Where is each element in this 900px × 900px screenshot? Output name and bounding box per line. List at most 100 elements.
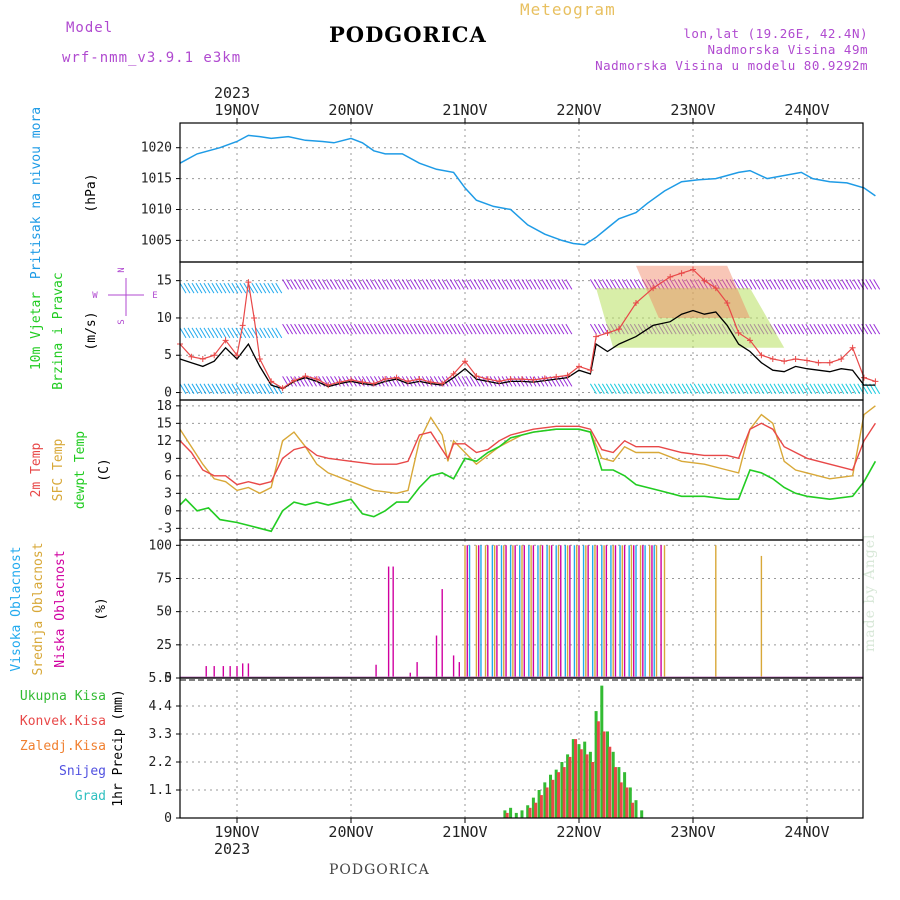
precip-bar-total	[634, 800, 638, 818]
wind-barb	[191, 383, 199, 395]
wind-barb	[445, 376, 453, 387]
precip-bar-total	[611, 751, 615, 818]
wind-barb	[433, 279, 441, 290]
wind-barb	[306, 279, 313, 290]
compass-cross	[108, 278, 144, 316]
wind-barb	[773, 323, 781, 335]
wind-barb-band	[179, 383, 283, 395]
wind-barb	[401, 279, 409, 290]
wind-gust-marker	[450, 370, 457, 377]
y-tick-label: 5	[164, 348, 172, 363]
model-elevation-label: Nadmorska Visina u modelu 80.9292m	[595, 58, 868, 73]
precip-bar-convective	[619, 782, 623, 818]
wind-barb	[302, 323, 309, 335]
wind-barb	[509, 279, 517, 290]
temp-2m-line	[179, 422, 876, 486]
wind-barb	[669, 279, 677, 290]
wind-barb	[745, 383, 753, 395]
wind-barb	[302, 279, 309, 290]
precip-bar-total	[588, 751, 592, 818]
wind-barb	[677, 279, 685, 290]
y-tick-label: 10	[156, 311, 172, 326]
wind-barb	[361, 323, 369, 335]
wind-barb	[231, 282, 239, 294]
x-tick-label-bottom: 20NOV	[328, 823, 373, 841]
wind-barb	[318, 323, 325, 335]
wind-barb	[405, 279, 413, 290]
wind-barb	[673, 383, 681, 395]
wind-barb	[777, 279, 785, 290]
wind-barb	[833, 323, 841, 335]
wind-gust-marker	[268, 378, 275, 385]
wind-gust-marker	[735, 329, 742, 336]
wind-barb	[557, 376, 565, 387]
wind-barb	[393, 279, 401, 290]
precip-legend-item: Snijeg	[59, 764, 106, 779]
wind-axis-title-2: Brzina i Pravac	[51, 272, 66, 389]
wind-gust-marker	[633, 300, 639, 307]
wind-gust-marker	[359, 379, 366, 386]
wind-barb	[409, 279, 417, 290]
wind-barb	[203, 327, 211, 339]
wind-barb	[549, 323, 557, 335]
wind-barb	[533, 323, 541, 335]
wind-barb	[421, 279, 429, 290]
wind-gust-marker	[484, 376, 491, 383]
wind-gust-marker	[279, 385, 286, 392]
year-label-bottom: 2023	[214, 840, 251, 858]
wind-barb	[605, 383, 613, 395]
y-tick-label: 1020	[141, 141, 172, 156]
wind-barb	[195, 282, 203, 294]
wind-barb	[505, 323, 513, 335]
wind-barb	[809, 323, 817, 335]
wind-barb	[263, 327, 271, 339]
wind-barb	[533, 279, 541, 290]
wind-barb	[255, 327, 263, 339]
wind-barb	[477, 323, 485, 335]
wind-barb	[781, 383, 789, 395]
compass-west: W	[92, 291, 98, 301]
wind-barb	[294, 376, 301, 387]
wind-barb	[697, 383, 705, 395]
wind-barb	[789, 279, 797, 290]
precip-axis-title: 1hr Precip (mm)	[111, 689, 126, 806]
wind-barb	[501, 376, 509, 387]
wind-barb	[397, 279, 405, 290]
wind-barb	[757, 383, 765, 395]
wind-barb	[306, 323, 313, 335]
x-tick-label-bottom: 21NOV	[442, 823, 487, 841]
wind-barb	[521, 323, 529, 335]
wind-barb	[259, 383, 267, 395]
wind-gust-marker	[382, 376, 389, 383]
wind-barb	[223, 383, 231, 395]
wind-barb	[489, 376, 497, 387]
wind-gust-marker	[576, 363, 582, 370]
precip-bar-total	[617, 767, 621, 818]
wind-barb	[425, 323, 433, 335]
wind-barb	[425, 279, 433, 290]
y-tick-label: 1005	[141, 233, 172, 248]
wind-barb	[199, 327, 207, 339]
wind-barb	[239, 282, 247, 294]
wind-barb	[298, 323, 305, 335]
wind-barb	[529, 279, 537, 290]
wind-barb	[837, 323, 845, 335]
wind-gust-marker	[496, 378, 503, 385]
precip-bar-total	[583, 741, 587, 818]
wind-gust-marker	[553, 373, 560, 380]
wind-barb	[597, 279, 605, 290]
wind-barb	[219, 282, 227, 294]
wind-barb	[385, 323, 393, 335]
wind-barb	[629, 383, 637, 395]
wind-barb	[179, 327, 187, 339]
wind-barb	[449, 279, 457, 290]
wind-barb	[805, 279, 813, 290]
wind-barb	[187, 383, 195, 395]
wind-gust-marker	[564, 372, 571, 379]
wind-barb	[477, 279, 485, 290]
wind-barb	[673, 279, 681, 290]
wind-gust-marker	[587, 367, 594, 374]
wind-barb	[461, 279, 469, 290]
wind-barb	[625, 279, 633, 290]
